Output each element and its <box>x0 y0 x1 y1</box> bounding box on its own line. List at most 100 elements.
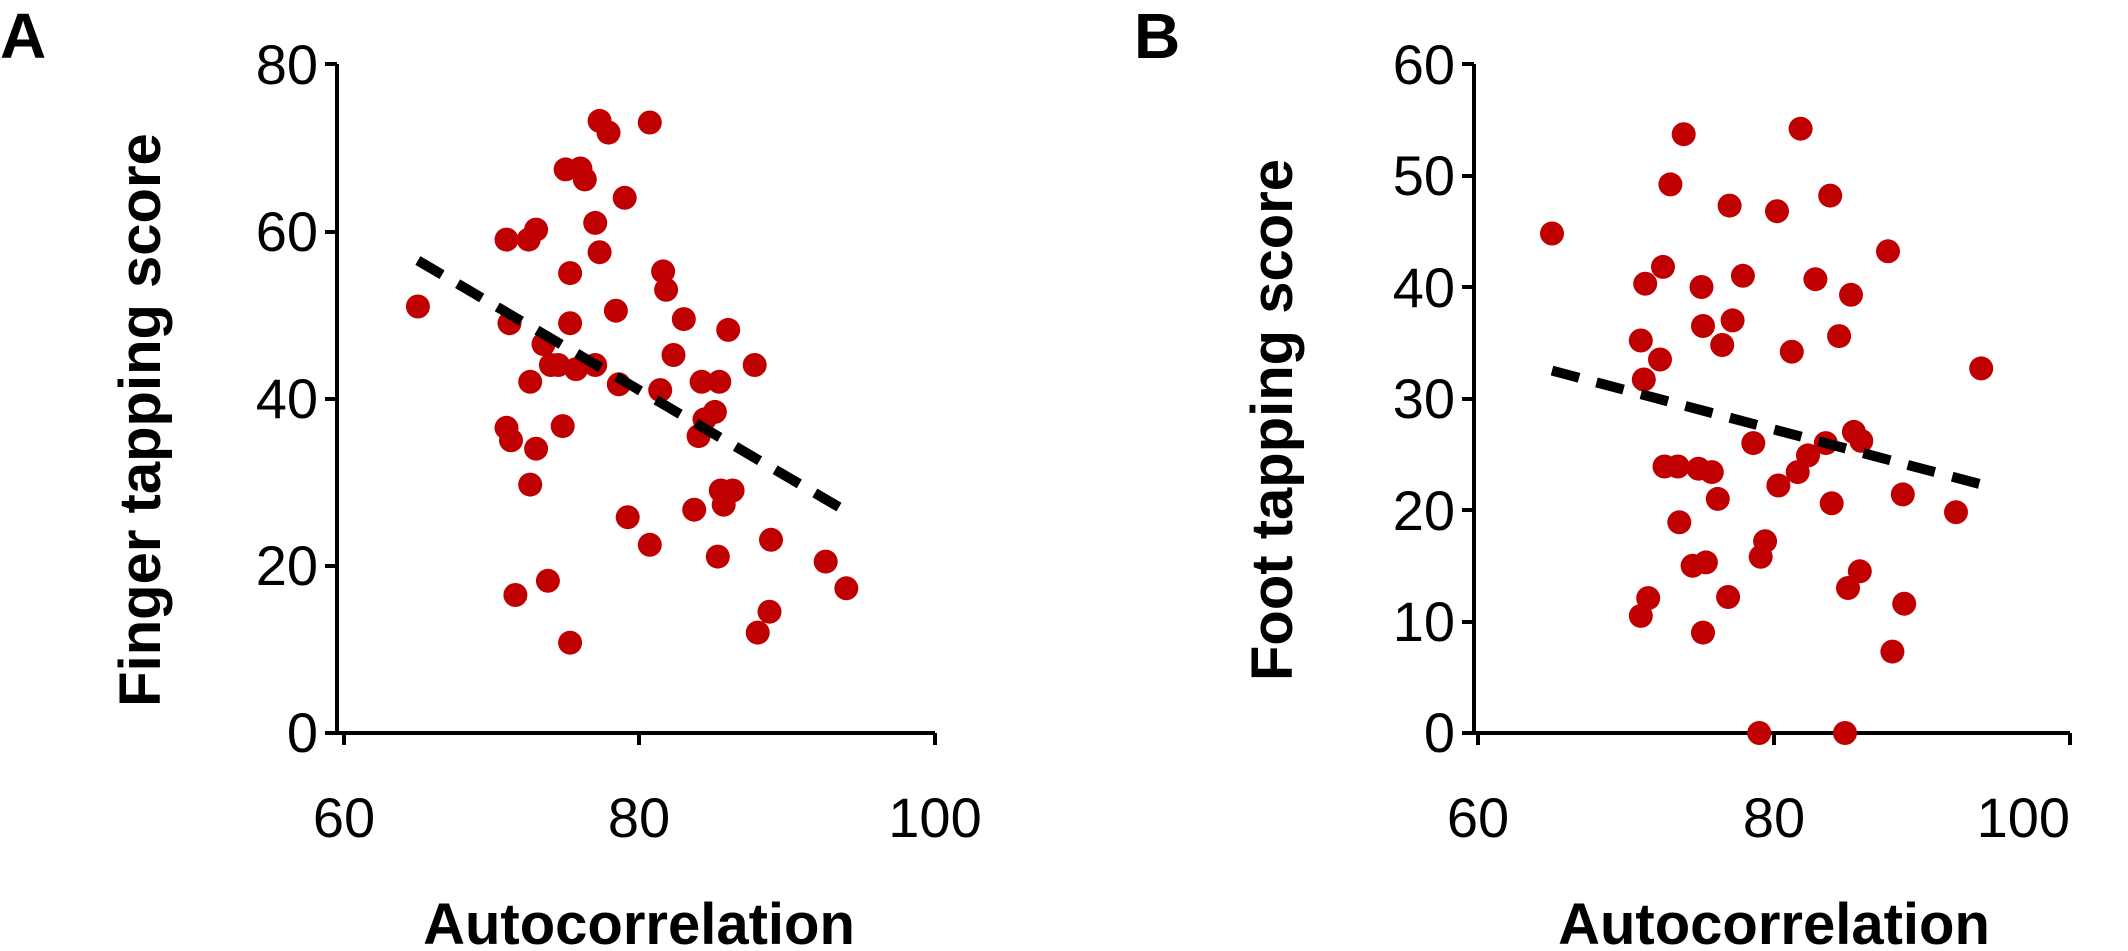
panel-b-data-point <box>1803 267 1828 292</box>
panel-b-data-point <box>1716 585 1741 609</box>
panel-b-data-point <box>1717 193 1742 218</box>
panel-b-data-point <box>1631 367 1656 392</box>
panel-a-x-axis: 60 80 100 Autocorrelation <box>313 731 982 951</box>
panel-a-data-point <box>405 294 430 319</box>
panel-b-data-point <box>1849 428 1874 453</box>
panel-b-data-point <box>1833 721 1857 745</box>
panel-a-data-point <box>583 210 608 235</box>
panel-b-data-point <box>1836 576 1860 600</box>
panel-b-data-point <box>1691 620 1715 645</box>
panel-a-data-point <box>707 369 732 394</box>
panel-a-y-axis: 0 20 40 60 80 Finger tapping score <box>108 33 339 764</box>
panel-a-data-point <box>518 369 543 394</box>
panel-b-x-axis-title: Autocorrelation <box>1558 892 1990 951</box>
panel-a-data-point <box>637 110 662 135</box>
panel-a-data-point <box>648 378 673 403</box>
panel-a-data-point <box>705 544 730 569</box>
panel-a-points <box>405 108 859 655</box>
panel-b-data-point <box>1796 443 1820 468</box>
panel-b-data-point <box>1765 199 1789 224</box>
panel-b-data-point <box>1665 454 1690 479</box>
panel-a-data-point <box>615 505 640 530</box>
panel-b-data-point <box>1710 333 1735 357</box>
panel-a-data-point <box>518 472 543 497</box>
panel-b-y-tick-10: 10 <box>1393 590 1455 653</box>
panel-b-data-point <box>1651 254 1675 279</box>
panel-a-x-tick-60: 60 <box>313 786 375 849</box>
panel-b-data-point <box>1693 550 1718 575</box>
panel-b-y-tick-20: 20 <box>1393 479 1455 542</box>
panel-a-data-point <box>558 261 583 286</box>
panel-b-data-point <box>1628 328 1653 353</box>
panel-b-data-point <box>1827 324 1852 349</box>
panel-a-data-point <box>572 167 597 192</box>
panel-b-data-point <box>1847 559 1872 584</box>
panel-b-x-tick-100: 100 <box>1977 786 2070 849</box>
panel-a-x-tick-100: 100 <box>888 786 981 849</box>
panel-a-data-point <box>558 311 583 336</box>
panel-a-data-point <box>524 436 549 461</box>
panel-a-data-point <box>524 217 549 242</box>
panel-b-y-tick-0: 0 <box>1424 701 1455 764</box>
panel-a-data-point <box>702 399 727 424</box>
panel-b-y-tick-60: 60 <box>1393 33 1455 96</box>
panel-b-data-point <box>1636 586 1661 611</box>
panel-a-y-tick-0: 0 <box>287 701 318 764</box>
panel-a-data-point <box>661 343 686 367</box>
panel-b-data-point <box>1876 239 1900 264</box>
panel-a-data-point <box>813 549 838 574</box>
panel-b-data-point <box>1691 314 1715 338</box>
panel-a-data-point <box>499 428 523 453</box>
panel-b-y-tick-30: 30 <box>1393 367 1455 430</box>
panel-b-data-point <box>1818 183 1843 208</box>
panel-a-y-tick-80: 80 <box>256 33 318 96</box>
panel-b-data-point <box>1730 263 1755 288</box>
panel-b-y-tick-50: 50 <box>1393 144 1455 207</box>
panel-a-data-point <box>564 357 588 382</box>
panel-b-y-tick-40: 40 <box>1393 256 1455 319</box>
panel-b-data-point <box>1890 482 1915 507</box>
panel-a-data-point <box>651 259 676 284</box>
panel-b-data-point <box>1671 122 1696 147</box>
panel-a-data-point <box>494 227 519 252</box>
panel-b-data-point <box>1540 221 1564 246</box>
panel-b-points <box>1540 116 1994 745</box>
panel-a-data-point <box>834 576 859 601</box>
panel-a-x-tick-80: 80 <box>608 786 670 849</box>
panel-b-data-point <box>1633 271 1658 296</box>
panel-a-data-point <box>757 599 782 624</box>
panel-b-x-tick-80: 80 <box>1743 786 1805 849</box>
panel-a-data-point <box>745 620 770 645</box>
panel-a-data-point <box>671 307 696 332</box>
panel-b-data-point <box>1648 347 1672 372</box>
panel-a-data-point <box>596 120 621 145</box>
panel-a-data-point <box>682 497 707 522</box>
panel-b-y-axis: 0 10 20 30 40 50 60 Foot tapping score <box>1240 33 1476 764</box>
panel-a-y-tick-60: 60 <box>256 200 318 263</box>
panel-b-data-point <box>1741 431 1766 456</box>
panel-a-data-point <box>637 532 662 557</box>
panel-a: A 0 20 40 60 80 Finger tapping score 60 … <box>0 0 982 951</box>
panel-b-data-point <box>1753 529 1778 554</box>
panel-b-data-point <box>1944 500 1968 525</box>
panel-b-data-point <box>1766 473 1791 498</box>
panel-b-data-point <box>1788 116 1813 141</box>
panel-b-data-point <box>1747 721 1772 745</box>
panel-b-data-point <box>1720 308 1745 333</box>
panel-a-data-point <box>759 527 783 552</box>
panel-b-letter: B <box>1134 0 1180 72</box>
panel-a-y-tick-20: 20 <box>256 534 318 597</box>
panel-a-data-point <box>535 568 560 593</box>
panel-a-data-point <box>550 414 575 439</box>
panel-a-data-point <box>612 185 637 210</box>
panel-a-letter: A <box>0 0 46 72</box>
panel-a-x-axis-title: Autocorrelation <box>423 892 855 951</box>
panel-a-data-point <box>654 277 679 302</box>
panel-b-data-point <box>1689 275 1714 299</box>
panel-b-y-axis-title: Foot tapping score <box>1240 159 1305 681</box>
panel-b-trendline <box>1550 365 1983 490</box>
panel-a-y-axis-title: Finger tapping score <box>108 133 173 707</box>
panel-b-data-point <box>1705 486 1730 511</box>
panel-b-data-point <box>1839 282 1863 307</box>
